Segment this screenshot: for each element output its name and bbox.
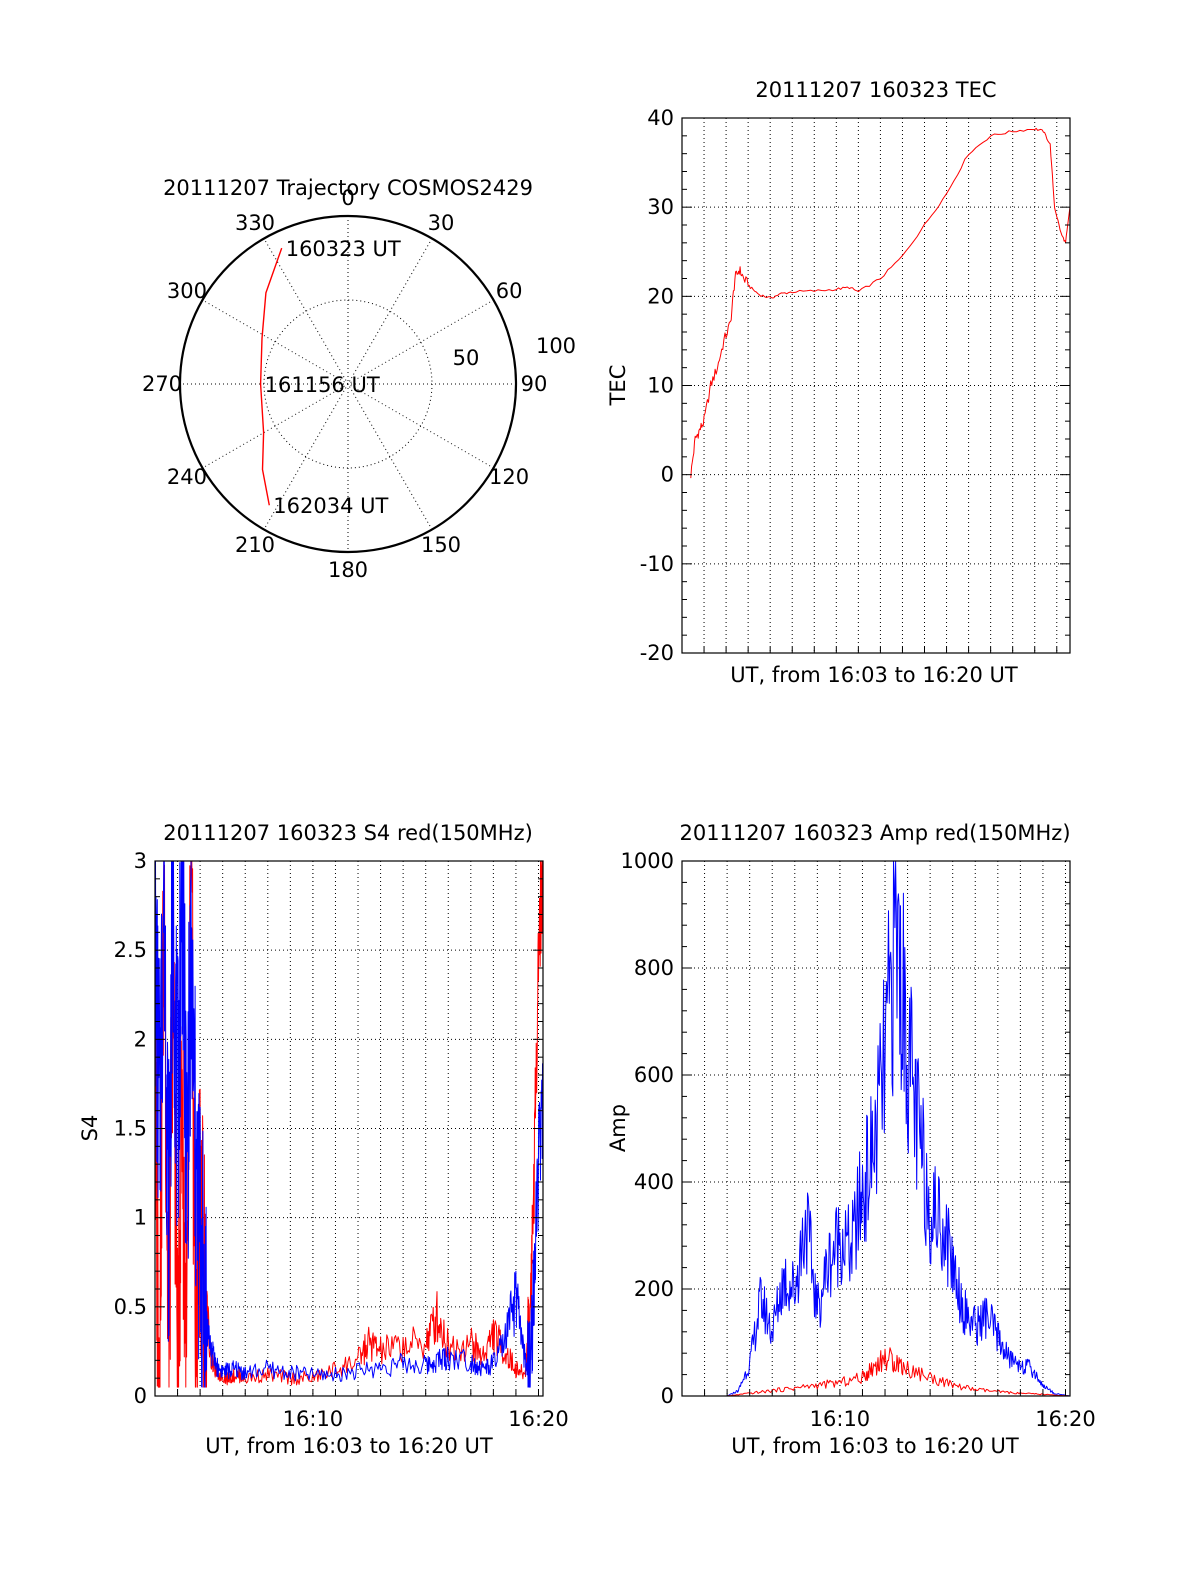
polar-trajectory bbox=[259, 247, 283, 506]
amp-ytick-label: 400 bbox=[634, 1170, 674, 1194]
polar-azimuth-label: 180 bbox=[328, 558, 368, 582]
amp-ytick-label: 600 bbox=[634, 1063, 674, 1087]
polar-trajectory-line bbox=[259, 247, 283, 506]
tec-ylabel: TEC bbox=[606, 365, 630, 407]
s4-ytick-label: 0.5 bbox=[114, 1295, 147, 1319]
polar-panel: 20111207 Trajectory COSMOS2429 0 30 60 90 12… bbox=[142, 176, 576, 582]
s4-xtick-label: 16:20 bbox=[508, 1407, 569, 1431]
polar-azimuth-label: 0 bbox=[341, 186, 354, 210]
amp-blue-line bbox=[682, 860, 1071, 1397]
polar-azimuth-label: 240 bbox=[167, 465, 207, 489]
tec-xlabel: UT, from 16:03 to 16:20 UT bbox=[730, 663, 1018, 687]
tec-ytick-label: -10 bbox=[640, 552, 674, 576]
s4-panel: 20111207 160323 S4 red(150MHz) 0 0.5 1 1.5 2… bbox=[78, 821, 569, 1458]
tec-grid bbox=[682, 118, 1070, 653]
polar-azimuth-label: 60 bbox=[496, 279, 523, 303]
tec-line bbox=[690, 127, 1071, 479]
tec-panel: 20111207 160323 TEC -20 -10 0 10 20 30 40 UT, … bbox=[606, 78, 1071, 687]
tec-ticks: -20 -10 0 10 20 30 40 bbox=[640, 106, 1070, 665]
polar-time-annotation: 161156 UT bbox=[265, 373, 380, 397]
tec-title: 20111207 160323 TEC bbox=[755, 78, 996, 102]
polar-radial-label: 100 bbox=[536, 334, 576, 358]
polar-azimuth-label: 150 bbox=[421, 533, 461, 557]
amp-ylabel: Amp bbox=[606, 1104, 630, 1152]
amp-frame bbox=[681, 860, 1071, 1397]
s4-grid bbox=[155, 861, 543, 1396]
polar-azimuth-label: 330 bbox=[235, 211, 275, 235]
s4-xtick-label: 16:10 bbox=[283, 1407, 344, 1431]
tec-series bbox=[690, 127, 1071, 479]
polar-azimuth-label: 30 bbox=[428, 211, 455, 235]
s4-ytick-label: 1 bbox=[134, 1206, 147, 1230]
polar-time-annotation: 162034 UT bbox=[273, 494, 388, 518]
amp-red-line bbox=[682, 1347, 1071, 1397]
s4-ytick-label: 3 bbox=[134, 849, 147, 873]
amp-series bbox=[682, 860, 1071, 1397]
amp-ticks: 0 200 400 600 800 1000 16:10 16:20 bbox=[621, 849, 1096, 1431]
amp-ytick-label: 0 bbox=[661, 1384, 674, 1408]
amp-panel: 20111207 160323 Amp red(150MHz) 0 200 400 6… bbox=[606, 821, 1096, 1458]
s4-ytick-label: 2.5 bbox=[114, 938, 147, 962]
polar-outer-ring bbox=[178, 214, 518, 554]
s4-series bbox=[154, 860, 544, 1388]
tec-ytick-label: 40 bbox=[647, 106, 674, 130]
polar-title: 20111207 Trajectory COSMOS2429 bbox=[163, 176, 533, 200]
polar-azimuth-label: 210 bbox=[235, 533, 275, 557]
tec-ytick-label: 20 bbox=[647, 284, 674, 308]
tec-ytick-label: 0 bbox=[661, 463, 674, 487]
tec-ytick-label: -20 bbox=[640, 641, 674, 665]
polar-azimuth-label: 270 bbox=[142, 372, 182, 396]
amp-ytick-label: 1000 bbox=[621, 849, 674, 873]
tec-ytick-label: 10 bbox=[647, 374, 674, 398]
s4-title: 20111207 160323 S4 red(150MHz) bbox=[163, 821, 533, 845]
polar-radial-label: 50 bbox=[453, 346, 480, 370]
polar-spoke bbox=[263, 238, 433, 530]
s4-frame bbox=[154, 860, 544, 1397]
polar-azimuth-label: 300 bbox=[167, 279, 207, 303]
polar-radial-labels: 50 100 bbox=[453, 334, 576, 370]
s4-ticks: 0 0.5 1 1.5 2 2.5 3 16:10 16:20 bbox=[114, 849, 569, 1431]
polar-azimuth-label: 90 bbox=[521, 372, 548, 396]
polar-azimuth-labels: 0 30 60 90 120 150 180 210 240 270 300 330 bbox=[142, 186, 547, 582]
tec-ytick-label: 30 bbox=[647, 195, 674, 219]
amp-xtick-label: 16:20 bbox=[1035, 1407, 1096, 1431]
s4-xlabel: UT, from 16:03 to 16:20 UT bbox=[205, 1434, 493, 1458]
amp-ytick-label: 200 bbox=[634, 1277, 674, 1301]
amp-title: 20111207 160323 Amp red(150MHz) bbox=[679, 821, 1070, 845]
amp-ytick-label: 800 bbox=[634, 956, 674, 980]
tec-frame bbox=[681, 117, 1071, 654]
amp-xlabel: UT, from 16:03 to 16:20 UT bbox=[731, 1434, 1019, 1458]
s4-red-line bbox=[154, 860, 544, 1388]
s4-blue-line bbox=[154, 860, 544, 1388]
s4-ytick-label: 1.5 bbox=[114, 1117, 147, 1141]
s4-ylabel: S4 bbox=[78, 1115, 102, 1142]
s4-ytick-label: 0 bbox=[134, 1384, 147, 1408]
s4-ytick-label: 2 bbox=[134, 1027, 147, 1051]
polar-grid bbox=[180, 216, 516, 552]
polar-annotations: 160323 UT 161156 UT 162034 UT bbox=[265, 237, 401, 518]
amp-grid bbox=[682, 861, 1070, 1396]
polar-azimuth-label: 120 bbox=[489, 465, 529, 489]
amp-xtick-label: 16:10 bbox=[810, 1407, 871, 1431]
polar-time-annotation: 160323 UT bbox=[286, 237, 401, 261]
